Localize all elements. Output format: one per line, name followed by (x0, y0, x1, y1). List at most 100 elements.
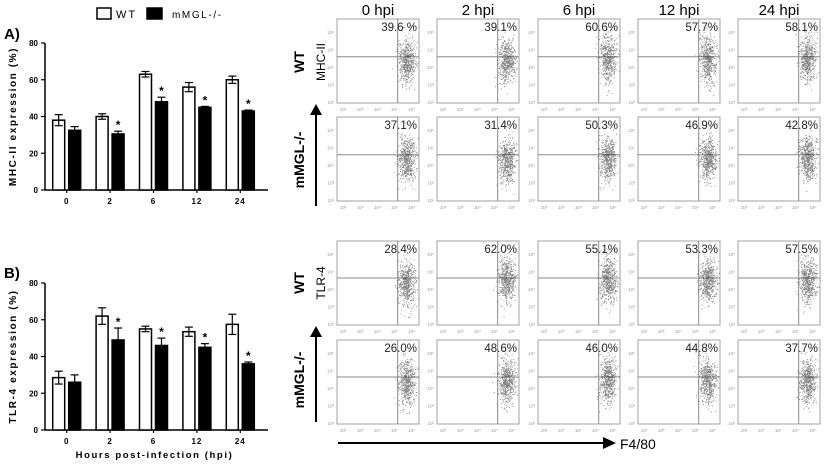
flow-y-tick: 10⁴ (327, 65, 334, 70)
flow-plot-tlr-4-ko-1: 48.6% 10² 10³ 10⁴ 10⁵ 10⁶ 10² 10³ 10⁴ 10⁵ 10⁶ (427, 339, 520, 433)
flow-y-tick: 10² (327, 421, 334, 426)
flow-y-tick: 10³ (327, 404, 334, 409)
flow-y-tick: 10² (628, 322, 635, 327)
x-axis-label: Hours post-infection (hpi) (76, 450, 234, 461)
flow-y-tick: 10³ (628, 404, 635, 409)
flow-y-tick: 10⁶ (327, 252, 334, 257)
bar-wt-24 (225, 323, 240, 431)
flow-plot-mhc-ii-wt-3: 57.7% 10² 10³ 10⁴ 10⁵ 10⁶ 10² 10³ 10⁴ 10⁵ 10⁶ (628, 18, 721, 112)
scatter-dots (595, 346, 620, 413)
column-header: 6 hpi (563, 2, 596, 19)
flow-x-tick: 10² (440, 107, 447, 112)
flow-x-tick: 10⁴ (575, 107, 582, 112)
flow-plot-tlr-4-wt-4: 57.5% 10² 10³ 10⁴ 10⁵ 10⁶ 10² 10³ 10⁴ 10⁵ 10⁶ (728, 240, 821, 334)
flow-y-tick: 10³ (427, 181, 434, 186)
flow-y-tick: 10³ (728, 83, 735, 88)
scatter-dots (393, 349, 419, 415)
column-header: 0 hpi (362, 2, 395, 19)
flow-x-tick: 10⁶ (609, 428, 616, 433)
flow-y-tick: 10⁴ (327, 287, 334, 292)
flow-y-tick: 10⁵ (427, 369, 434, 374)
flow-y-tick: 10² (327, 100, 334, 105)
gate-percent: 48.6% (484, 343, 517, 355)
marker-label-tlr-4: TLR-4 (314, 266, 328, 300)
flow-y-tick: 10⁴ (528, 163, 535, 168)
flow-y-tick: 10³ (528, 83, 535, 88)
bar-ko-24 (241, 363, 256, 431)
flow-y-tick: 10³ (628, 83, 635, 88)
flow-y-tick: 10⁴ (728, 287, 735, 292)
scatter-dots (795, 127, 820, 192)
flow-y-tick: 10² (728, 322, 735, 327)
bar-wt-6 (138, 73, 153, 191)
flow-x-tick: 10⁵ (491, 428, 498, 433)
flow-x-tick: 10² (641, 107, 648, 112)
flow-x-tick: 10⁴ (575, 205, 582, 210)
flow-y-tick: 10⁵ (327, 270, 334, 275)
flow-y-tick: 10⁶ (327, 30, 334, 35)
bar-chart-tlr-4: 0 20 40 60 80 TLR-4 expression (%) 0 * 2 * 6 * 12 * 24… (8, 279, 268, 461)
flow-y-tick: 10³ (728, 181, 735, 186)
flow-x-tick: 10² (541, 329, 548, 334)
scatter-dots (595, 26, 620, 97)
flow-x-tick: 10³ (758, 107, 765, 112)
x-tick-label: 0 (64, 437, 69, 446)
gate-percent: 57.5% (785, 244, 818, 256)
bar-ko-0 (67, 129, 82, 191)
scatter-dots (492, 346, 519, 413)
bar-ko-2 (111, 133, 125, 191)
gate-percent: 60.6% (585, 22, 618, 34)
flow-x-tick: 10² (541, 205, 548, 210)
flow-y-tick: 10⁵ (427, 270, 434, 275)
flow-x-tick: 10³ (357, 329, 364, 334)
flow-x-tick: 10⁴ (374, 107, 381, 112)
significance-asterisk: * (116, 315, 121, 329)
flow-y-tick: 10⁵ (327, 146, 334, 151)
flow-y-tick: 10² (728, 421, 735, 426)
flow-x-tick: 10⁶ (508, 329, 515, 334)
flow-y-tick: 10⁵ (327, 48, 334, 53)
flow-x-tick: 10⁴ (575, 428, 582, 433)
scatter-dots (395, 251, 419, 318)
x-axis-arrow-f4-80: F4/80 (338, 436, 656, 452)
flow-x-tick: 10⁶ (809, 205, 816, 210)
scatter-dots (695, 26, 720, 97)
flow-x-tick: 10² (641, 329, 648, 334)
flow-x-tick: 10³ (658, 329, 665, 334)
flow-y-tick: 10² (427, 198, 434, 203)
flow-x-tick: 10⁶ (709, 428, 716, 433)
flow-y-tick: 10⁵ (628, 270, 635, 275)
flow-x-tick: 10² (440, 428, 447, 433)
flow-y-tick: 10⁴ (427, 386, 434, 391)
flow-x-tick: 10⁶ (508, 428, 515, 433)
flow-x-tick: 10⁶ (809, 107, 816, 112)
scatter-dots (693, 346, 720, 413)
flow-y-tick: 10⁶ (427, 30, 434, 35)
flow-x-tick: 10⁵ (792, 107, 799, 112)
flow-x-tick: 10⁵ (692, 428, 699, 433)
flow-plot-tlr-4-ko-3: 44.8% 10² 10³ 10⁴ 10⁵ 10⁶ 10² 10³ 10⁴ 10⁵ 10⁶ (628, 339, 721, 433)
y-axis-arrow-mhc (310, 104, 322, 206)
flow-x-tick: 10² (340, 428, 347, 433)
y-axis-arrow-tlr (310, 326, 322, 422)
flow-x-tick: 10³ (658, 107, 665, 112)
gate-percent: 37.1% (384, 120, 417, 132)
legend-label-wt: WT (116, 9, 137, 21)
flow-y-tick: 10² (628, 100, 635, 105)
flow-x-tick: 10² (741, 205, 748, 210)
scatter-dots (494, 29, 518, 95)
flow-plot-mhc-ii-ko-4: 42.8% 10² 10³ 10⁴ 10⁵ 10⁶ 10² 10³ 10⁴ 10⁵ 10⁶ (728, 116, 821, 210)
flow-x-tick: 10⁵ (491, 205, 498, 210)
error-bar-ko-6 (157, 96, 166, 102)
flow-plot-tlr-4-wt-3: 53.3% 10² 10³ 10⁴ 10⁵ 10⁶ 10² 10³ 10⁴ 10⁵ 10⁶ (628, 240, 721, 334)
significance-asterisk: * (246, 349, 251, 363)
flow-y-tick: 10⁵ (528, 146, 535, 151)
bar-chart-mhc-ii: 0 20 40 60 80 MHC-II expression (%) 0 * 2 * 6 * 12 * 2… (8, 39, 268, 206)
flow-x-tick: 10⁵ (592, 428, 599, 433)
error-bar-ko-24 (244, 361, 253, 364)
flow-plot-mhc-ii-wt-2: 60.6% 10² 10³ 10⁴ 10⁵ 10⁶ 10² 10³ 10⁴ 10⁵ 10⁶ (528, 18, 621, 112)
row-label-wt-mhc: WT (291, 51, 307, 73)
flow-x-tick: 10² (741, 107, 748, 112)
flow-y-tick: 10³ (728, 404, 735, 409)
